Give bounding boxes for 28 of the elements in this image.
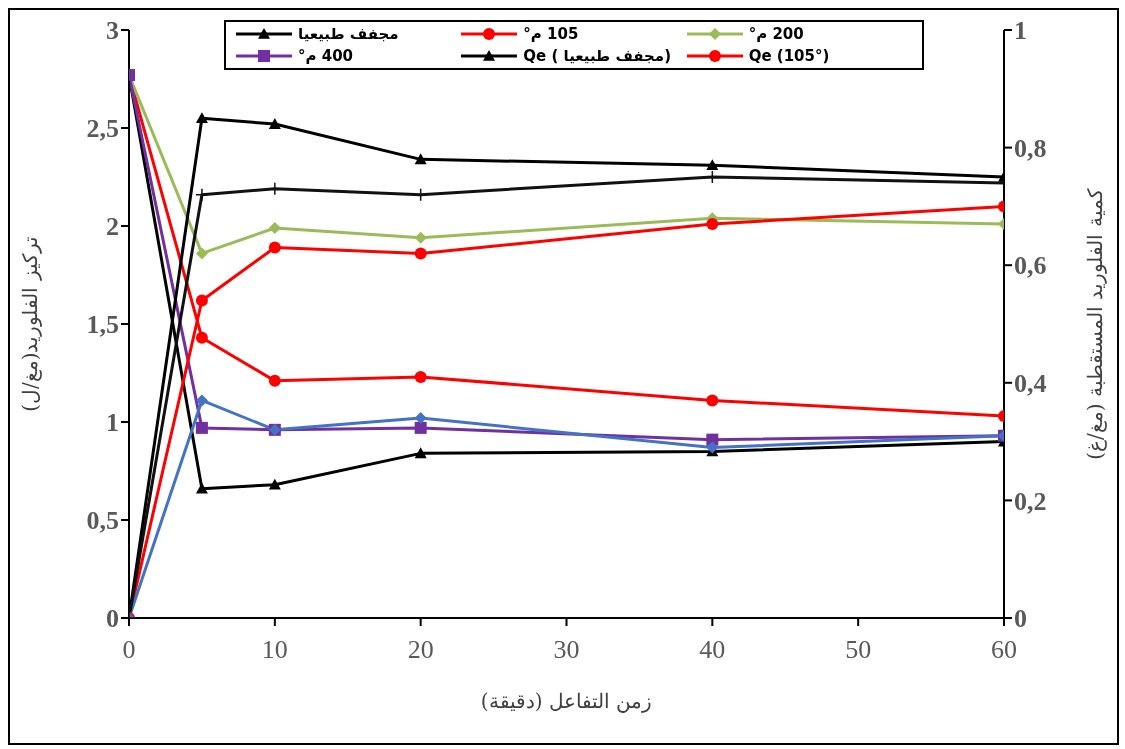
x-tick-label: 50: [845, 635, 872, 665]
y-axis-title: تركيز الفلوريد(مغ/ل): [18, 236, 43, 412]
legend-label: مجفف طبيعيا: [298, 25, 399, 43]
x-tick-label: 60: [991, 635, 1017, 665]
legend-label: 105 م°: [523, 25, 579, 43]
y-tick-label: 0,5: [86, 506, 119, 536]
y2-axis-title: كمية الفلوريد المستقطبة (مغ/غ): [1083, 188, 1108, 460]
y2-tick-label: 0,8: [1014, 133, 1047, 163]
legend-label: Qe (105°): [748, 47, 830, 65]
y2-tick-label: 0,6: [1014, 251, 1047, 281]
x-tick-label: 30: [553, 635, 580, 665]
legend-label: 400 م°: [298, 47, 354, 65]
y2-tick-label: 0,2: [1014, 486, 1047, 516]
legend-label: Qe ( مجفف طبيعيا): [523, 47, 671, 65]
x-tick-label: 40: [699, 635, 726, 665]
y-tick-label: 0: [106, 604, 119, 634]
x-axis-title: زمن التفاعل (دقيقة): [480, 689, 653, 713]
y-tick-label: 2: [106, 212, 119, 242]
y-tick-label: 3: [106, 16, 119, 46]
x-tick-label: 20: [407, 635, 434, 665]
y-tick-label: 2,5: [86, 114, 119, 144]
y-tick-label: 1,5: [86, 310, 119, 340]
y2-tick-label: 1: [1014, 16, 1027, 46]
y2-tick-label: 0: [1014, 604, 1027, 634]
legend-label: 200 م°: [748, 25, 804, 43]
y-tick-label: 1: [106, 408, 119, 438]
y2-tick-label: 0,4: [1014, 369, 1047, 399]
x-tick-label: 10: [261, 635, 288, 665]
